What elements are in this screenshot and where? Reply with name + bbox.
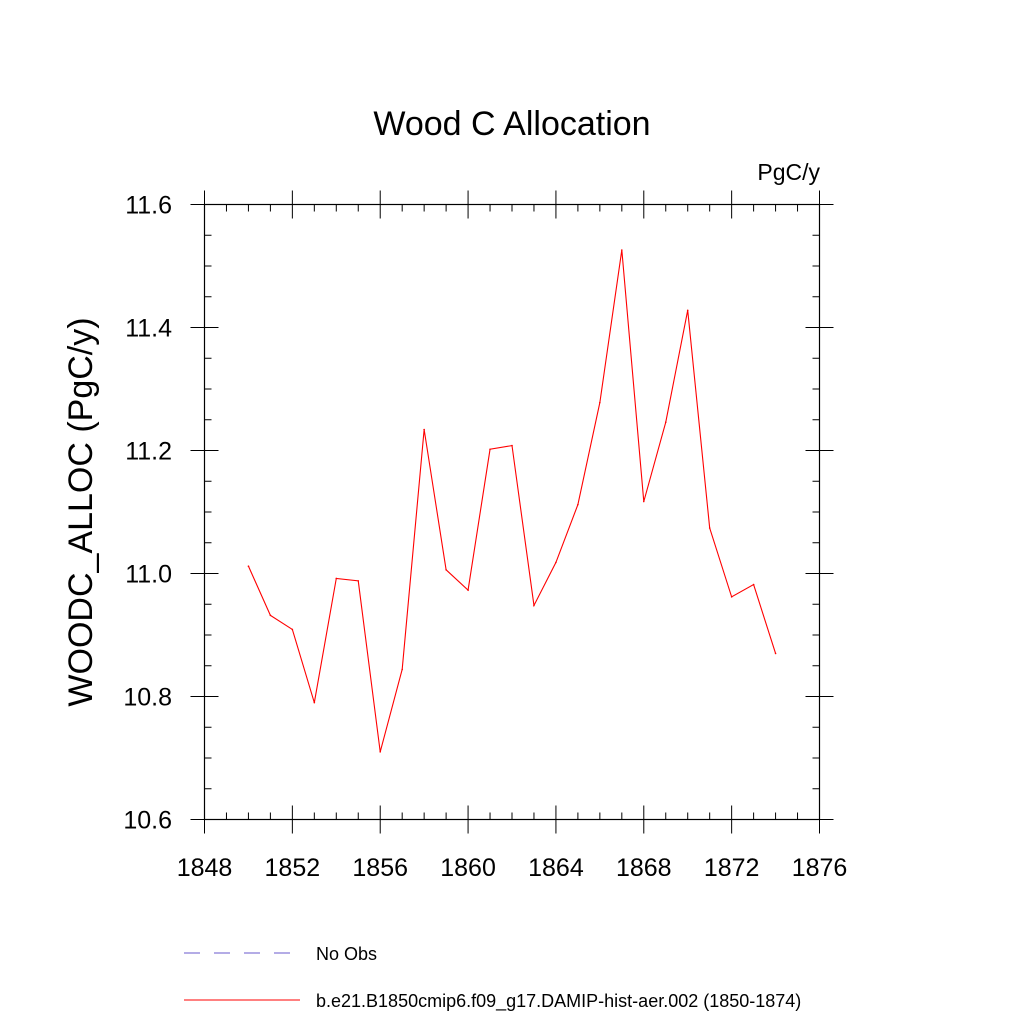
data-point xyxy=(577,503,579,506)
data-point xyxy=(642,500,645,503)
y-tick-label: 10.6 xyxy=(123,807,172,835)
data-point xyxy=(379,751,382,753)
data-point xyxy=(664,421,667,424)
tick-labels: 1848 1852 1856 1860 1864 1868 1872 1876 10.6 10.8… xyxy=(123,192,847,883)
y-tick-label: 11.6 xyxy=(125,192,172,220)
data-point xyxy=(730,596,733,598)
x-tick-label: 1876 xyxy=(792,854,848,882)
x-tick-label: 1856 xyxy=(352,854,408,882)
chart-title: Wood C Allocation xyxy=(373,105,650,143)
data-point xyxy=(511,444,513,447)
series-layer xyxy=(247,249,777,753)
x-tick-label: 1860 xyxy=(440,854,496,882)
data-point xyxy=(621,249,623,251)
data-point xyxy=(357,580,360,582)
data-point xyxy=(335,577,338,580)
data-point xyxy=(269,614,272,617)
data-point xyxy=(291,628,294,631)
legend-label: b.e21.B1850cmip6.f09_g17.DAMIP-hist-aer.… xyxy=(316,991,801,1012)
legend: No Obs b.e21.B1850cmip6.f09_g17.DAMIP-his… xyxy=(184,944,801,1012)
x-tick-label: 1868 xyxy=(616,854,672,882)
y-tick-label: 10.8 xyxy=(123,684,172,712)
data-point xyxy=(445,569,447,571)
series-line xyxy=(247,249,777,752)
y-tick-label: 11.0 xyxy=(125,561,172,589)
data-point xyxy=(686,309,689,312)
data-point xyxy=(401,668,403,671)
plot-frame xyxy=(203,203,821,821)
x-tick-label: 1848 xyxy=(177,854,233,882)
data-point xyxy=(423,428,425,431)
data-point xyxy=(313,701,316,704)
data-point xyxy=(489,448,491,451)
data-point xyxy=(752,583,755,586)
x-tick-label: 1872 xyxy=(704,854,760,882)
data-point xyxy=(247,565,250,567)
units-label: PgC/y xyxy=(757,159,820,185)
data-point xyxy=(599,401,601,404)
data-point xyxy=(708,527,711,529)
y-tick-label: 11.4 xyxy=(125,315,172,343)
axis-ticks xyxy=(190,190,834,834)
data-point xyxy=(774,652,777,655)
x-tick-label: 1864 xyxy=(528,854,584,882)
data-point xyxy=(533,604,535,607)
y-tick-label: 11.2 xyxy=(125,438,172,466)
legend-label: No Obs xyxy=(316,944,377,964)
x-tick-label: 1852 xyxy=(265,854,321,882)
y-axis-label: WOODC_ALLOC (PgC/y) xyxy=(62,317,100,706)
data-point xyxy=(467,589,469,591)
data-point xyxy=(555,561,557,564)
